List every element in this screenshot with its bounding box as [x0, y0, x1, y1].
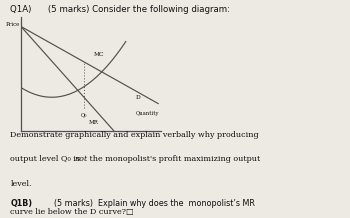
Text: Q₀: Q₀	[81, 112, 87, 117]
Text: the monopolist's profit maximizing output: the monopolist's profit maximizing outpu…	[87, 155, 260, 163]
Text: MR: MR	[88, 121, 98, 125]
Text: Quantity: Quantity	[136, 111, 160, 116]
Text: Q1A)      (5 marks) Consider the following diagram:: Q1A) (5 marks) Consider the following di…	[10, 5, 231, 14]
Text: Price: Price	[5, 22, 20, 27]
Text: level.: level.	[10, 180, 32, 188]
Text: output level Q₀ is: output level Q₀ is	[10, 155, 83, 163]
Text: curve lie below the D curve?□: curve lie below the D curve?□	[10, 208, 134, 216]
Text: (5 marks)  Explain why does the  monopolist’s MR: (5 marks) Explain why does the monopolis…	[39, 199, 254, 208]
Text: D: D	[136, 95, 141, 100]
Text: not: not	[74, 155, 87, 163]
Text: MC: MC	[94, 51, 104, 56]
Text: Demonstrate graphically and explain verbally why producing: Demonstrate graphically and explain verb…	[10, 131, 259, 139]
Text: Q1B): Q1B)	[10, 199, 33, 208]
